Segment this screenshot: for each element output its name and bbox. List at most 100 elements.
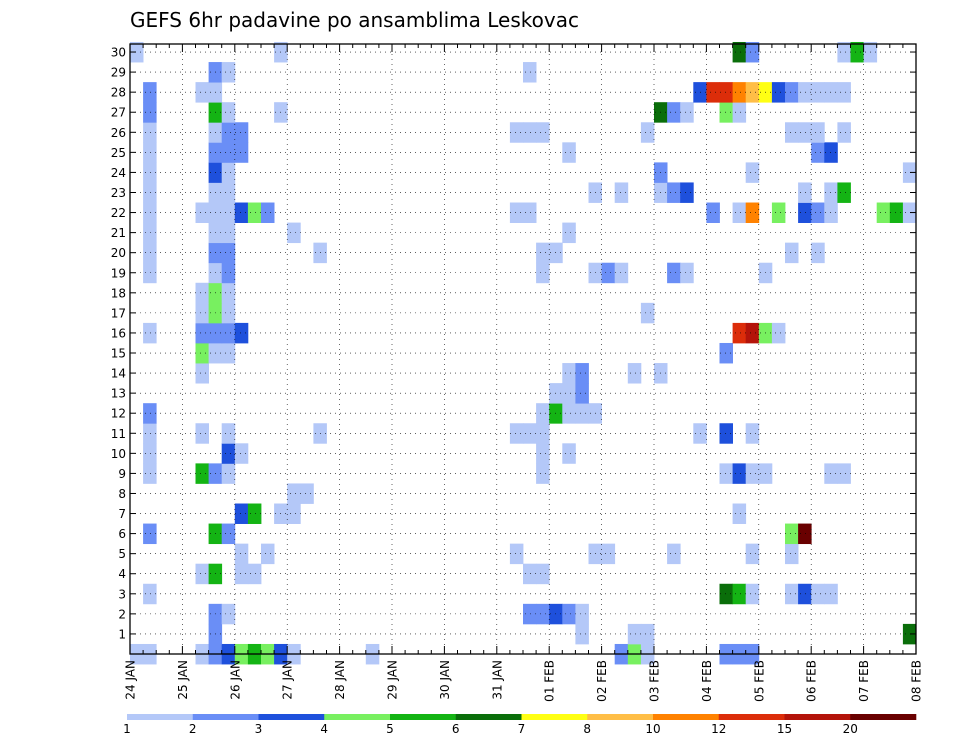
heatmap-cell <box>667 544 681 564</box>
heatmap-cell <box>222 323 236 343</box>
y-tick-label: 5 <box>118 547 126 561</box>
heatmap-cell <box>706 203 720 223</box>
legend-level-label: 3 <box>255 722 263 736</box>
heatmap-cell <box>536 122 550 142</box>
heatmap-cell <box>877 203 891 223</box>
heatmap-cell <box>772 82 786 102</box>
x-tick-label: 05 FEB <box>752 660 766 702</box>
legend-swatch <box>850 714 916 720</box>
heatmap-cell <box>248 504 262 524</box>
legend-swatch <box>456 714 522 720</box>
heatmap-cell <box>733 323 747 343</box>
heatmap-cell <box>811 584 825 604</box>
y-tick-label: 11 <box>111 427 126 441</box>
y-tick-label: 7 <box>118 507 126 521</box>
heatmap-cell <box>222 303 236 323</box>
heatmap-cell <box>562 443 576 463</box>
legend-swatch <box>719 714 785 720</box>
legend-level-label: 6 <box>452 722 460 736</box>
y-tick-label: 10 <box>111 447 126 461</box>
heatmap-cell <box>287 504 301 524</box>
heatmap-cell <box>222 142 236 162</box>
x-tick-label: 01 FEB <box>543 660 557 702</box>
heatmap-cell <box>510 203 524 223</box>
heatmap-cell <box>575 363 589 383</box>
heatmap-cell <box>575 624 589 644</box>
heatmap-cell <box>575 383 589 403</box>
y-tick-label: 4 <box>118 567 126 581</box>
x-tick-label: 27 JAN <box>281 660 295 700</box>
y-tick-label: 23 <box>111 186 126 200</box>
legend-level-label: 1 <box>123 722 131 736</box>
x-tick-label: 08 FEB <box>910 660 924 702</box>
y-tick-label: 29 <box>111 66 126 80</box>
heatmap-cell <box>746 584 760 604</box>
heatmap-cell <box>235 443 249 463</box>
legend-level-label: 15 <box>777 722 792 736</box>
y-tick-label: 9 <box>118 467 126 481</box>
y-tick-label: 25 <box>111 146 126 160</box>
x-tick-label: 30 JAN <box>438 660 452 700</box>
heatmap-cell <box>235 544 249 564</box>
legend-level-label: 5 <box>386 722 394 736</box>
y-tick-label: 2 <box>118 607 126 621</box>
legend-swatch <box>259 714 325 720</box>
heatmap-cell <box>196 82 210 102</box>
heatmap-cell <box>510 423 524 443</box>
heatmap-cell <box>222 423 236 443</box>
heatmap-cell <box>536 604 550 624</box>
heatmap-cell <box>196 564 210 584</box>
legend-swatch <box>522 714 588 720</box>
y-tick-label: 1 <box>118 627 126 641</box>
legend-swatch <box>785 714 851 720</box>
heatmap-cell <box>602 544 616 564</box>
heatmap-cell <box>562 363 576 383</box>
heatmap-cell <box>772 203 786 223</box>
y-tick-label: 28 <box>111 86 126 100</box>
heatmap-cell <box>746 423 760 443</box>
heatmap-cell <box>746 323 760 343</box>
y-tick-label: 15 <box>111 347 126 361</box>
heatmap-cell <box>562 383 576 403</box>
heatmap-cell <box>235 323 249 343</box>
heatmap-cell <box>222 162 236 182</box>
heatmap-cell <box>222 463 236 483</box>
heatmap-cell <box>680 263 694 283</box>
heatmap-cell <box>628 363 642 383</box>
heatmap-cell <box>667 182 681 202</box>
heatmap-cell <box>615 263 629 283</box>
color-legend: 1 2 3 4 5 6 7 8 10 12 15 20 <box>123 714 916 736</box>
heatmap-cell <box>641 122 655 142</box>
x-tick-label: 25 JAN <box>176 660 190 700</box>
heatmap-cell <box>536 564 550 584</box>
x-tick-label: 28 JAN <box>333 660 347 700</box>
heatmap-cell <box>222 62 236 82</box>
heatmap-cell <box>261 544 275 564</box>
legend-level-label: 12 <box>711 722 726 736</box>
heatmap-cell <box>811 243 825 263</box>
legend-swatch <box>324 714 390 720</box>
heatmap-cell <box>746 42 760 62</box>
y-tick-label: 8 <box>118 487 126 501</box>
legend-swatch <box>127 714 193 720</box>
heatmap-cell <box>196 203 210 223</box>
x-tick-label: 26 JAN <box>228 660 242 700</box>
heatmap-cell <box>222 604 236 624</box>
heatmap-cell <box>510 544 524 564</box>
y-tick-label: 12 <box>111 407 126 421</box>
heatmap-cell <box>785 82 799 102</box>
heatmap-cell <box>667 263 681 283</box>
heatmap-cell <box>733 42 747 62</box>
heatmap-cell <box>562 604 576 624</box>
legend-swatch <box>193 714 259 720</box>
legend-level-label: 10 <box>645 722 660 736</box>
heatmap-cell <box>811 142 825 162</box>
chart-title: GEFS 6hr padavine po ansamblima Leskovac <box>130 8 579 32</box>
heatmap-cell <box>536 263 550 283</box>
heatmap-cell <box>785 544 799 564</box>
y-tick-label: 13 <box>111 387 126 401</box>
heatmap-cell <box>811 122 825 142</box>
heatmap-cell <box>222 343 236 363</box>
x-tick-label: 07 FEB <box>857 660 871 702</box>
y-tick-label: 22 <box>111 206 126 220</box>
